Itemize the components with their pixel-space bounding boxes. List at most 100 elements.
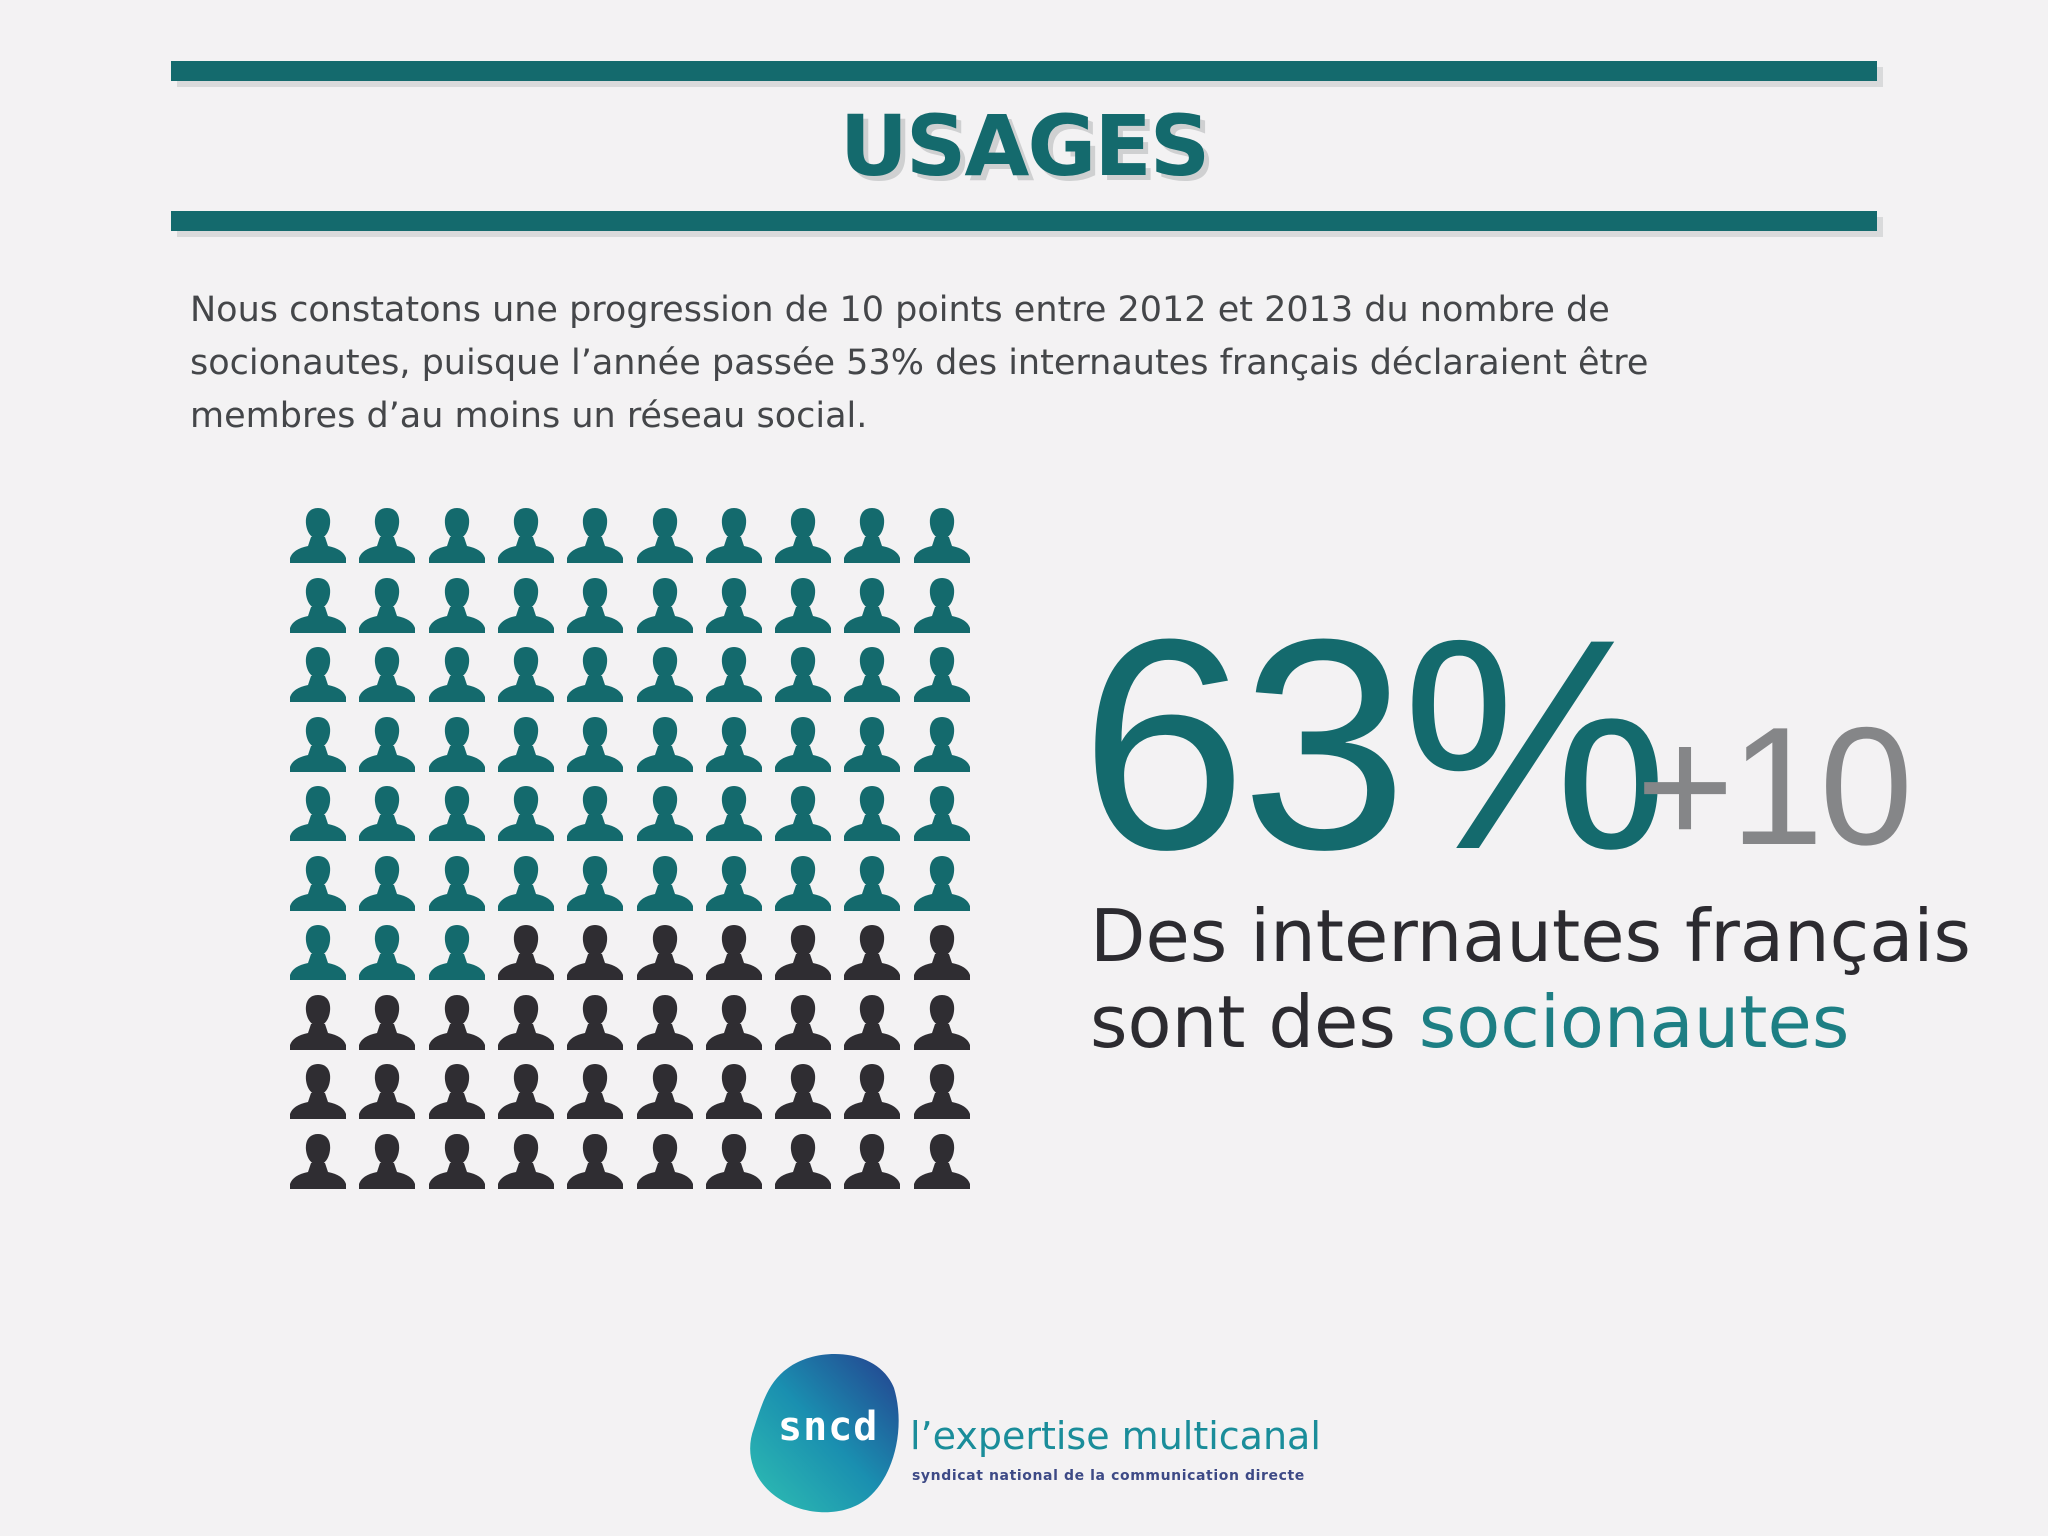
logo-mark-text: sncd [778, 1404, 879, 1450]
person-icon [290, 577, 346, 633]
person-icon [705, 716, 762, 772]
person-icon [290, 855, 346, 911]
person-icon [705, 1133, 762, 1189]
person-icon [497, 508, 554, 563]
person-icon [775, 577, 832, 633]
person-icon [636, 925, 693, 980]
header-rule-top [171, 61, 1877, 81]
person-icon [913, 577, 970, 633]
person-icon [567, 577, 624, 633]
person-icon [497, 855, 554, 911]
stat-caption: Des internautes français sont des socion… [1090, 893, 1990, 1065]
person-icon [844, 925, 901, 980]
person-icon [428, 786, 485, 841]
person-icon [844, 577, 901, 633]
person-icon [775, 1133, 832, 1189]
person-icon [844, 786, 901, 841]
person-icon [290, 647, 346, 702]
person-icon [428, 1064, 485, 1119]
person-icon [428, 716, 485, 772]
person-icon [705, 786, 762, 841]
person-icon [844, 647, 901, 702]
person-icon [913, 508, 970, 563]
person-icon [705, 994, 762, 1050]
person-icon [497, 577, 554, 633]
person-icon [567, 786, 624, 841]
caption-line-2-prefix: sont des [1090, 980, 1419, 1064]
person-icon [775, 786, 832, 841]
person-icon [428, 1133, 485, 1189]
person-icon [775, 855, 832, 911]
person-icon [497, 1133, 554, 1189]
person-icon [567, 508, 624, 563]
person-icon [359, 855, 416, 911]
person-icon [844, 855, 901, 911]
person-icon [775, 994, 832, 1050]
person-icon [705, 1064, 762, 1119]
person-icon [913, 716, 970, 772]
person-icon [913, 1064, 970, 1119]
person-icon [567, 994, 624, 1050]
caption-line-1: Des internautes français [1090, 894, 1971, 978]
sncd-logo: sncd l’expertise multicanal syndicat nat… [748, 1348, 1321, 1518]
person-icon [567, 1133, 624, 1189]
person-icon [359, 716, 416, 772]
person-icon [913, 855, 970, 911]
logo-tagline: l’expertise multicanal [910, 1414, 1321, 1458]
person-icon [775, 647, 832, 702]
person-icon [913, 647, 970, 702]
person-icon [636, 647, 693, 702]
logo-subtitle: syndicat national de la communication di… [912, 1468, 1305, 1484]
person-icon [428, 577, 485, 633]
person-icon [844, 1133, 901, 1189]
person-icon [497, 925, 554, 980]
person-icon [636, 508, 693, 563]
page-title: USAGES [839, 97, 1211, 195]
person-icon [775, 716, 832, 772]
person-icon [636, 786, 693, 841]
person-icon [913, 925, 970, 980]
person-icon [497, 1064, 554, 1119]
person-icon [428, 925, 485, 980]
person-icon [497, 647, 554, 702]
header-rule-bottom [171, 211, 1877, 231]
person-icon [567, 925, 624, 980]
person-icon [497, 786, 554, 841]
person-icon [290, 925, 346, 980]
person-icon [290, 786, 346, 841]
person-icon [359, 786, 416, 841]
person-icon [705, 577, 762, 633]
person-icon [497, 994, 554, 1050]
person-icon [290, 1064, 346, 1119]
person-icon [775, 508, 832, 563]
person-icon [359, 994, 416, 1050]
person-icon [705, 925, 762, 980]
stat-delta: +10 [1636, 692, 1913, 880]
person-icon [636, 1064, 693, 1119]
person-icon [775, 925, 832, 980]
person-icon [844, 1064, 901, 1119]
person-icon [359, 647, 416, 702]
person-icon [290, 508, 346, 563]
person-icon [428, 508, 485, 563]
person-icon [567, 1064, 624, 1119]
person-icon [567, 855, 624, 911]
person-icon [290, 1133, 346, 1189]
person-icon [913, 786, 970, 841]
caption-line-2: sont des socionautes [1090, 979, 1990, 1065]
person-icon [775, 1064, 832, 1119]
person-icon [428, 647, 485, 702]
person-icon [913, 1133, 970, 1189]
people-pictogram-grid [288, 506, 978, 1206]
person-icon [290, 994, 346, 1050]
person-icon [359, 1064, 416, 1119]
person-icon [497, 716, 554, 772]
person-icon [636, 716, 693, 772]
person-icon [636, 577, 693, 633]
person-icon [428, 994, 485, 1050]
person-icon [636, 994, 693, 1050]
person-icon [636, 855, 693, 911]
person-icon [359, 925, 416, 980]
person-icon [567, 647, 624, 702]
person-icon [844, 508, 901, 563]
